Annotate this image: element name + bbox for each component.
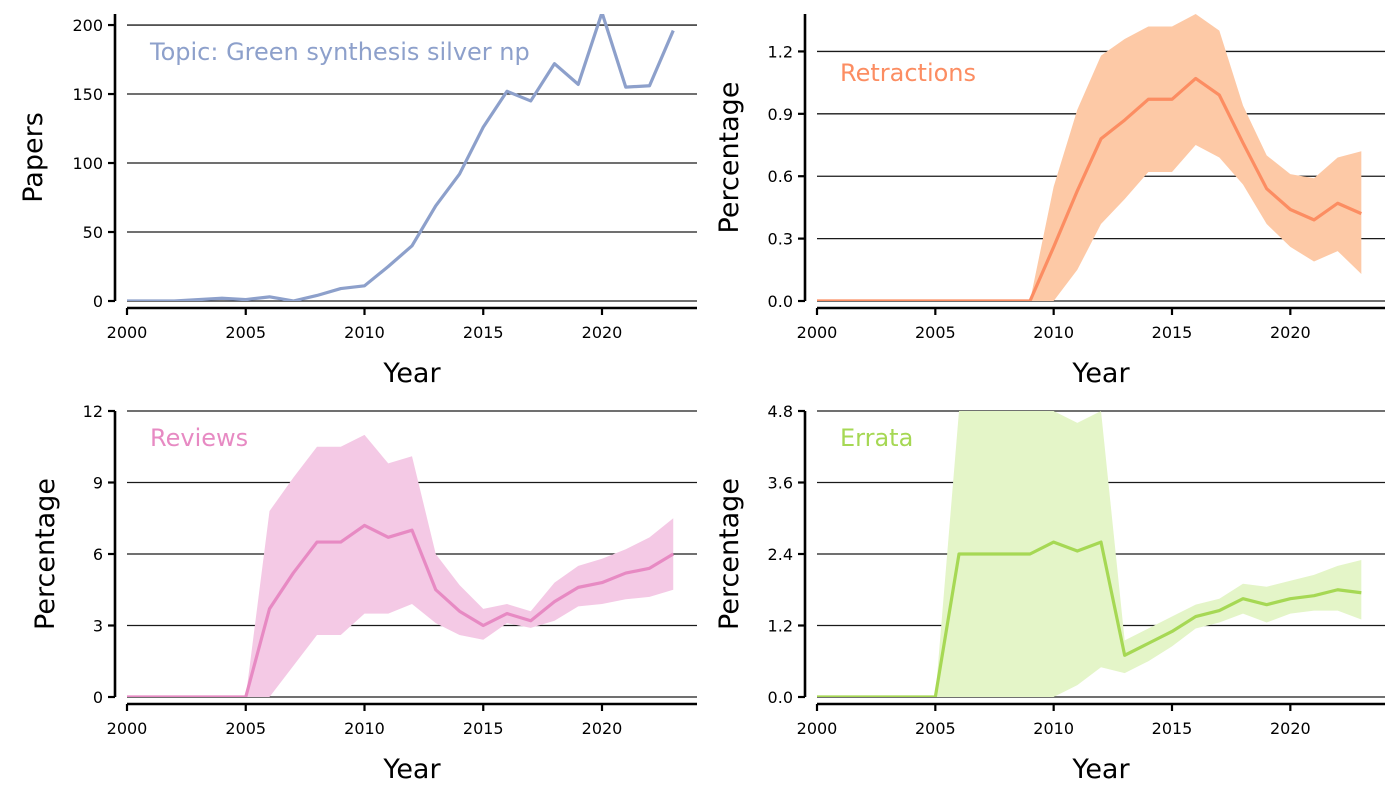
x-tick-label-reviews-1: 2005 xyxy=(225,719,266,738)
x-tick-label-papers-0: 2000 xyxy=(107,323,148,342)
confidence-band-reviews xyxy=(127,434,674,697)
y-tick-label-reviews-3: 9 xyxy=(93,474,103,493)
x-axis-label-errata: Year xyxy=(1071,754,1130,785)
x-tick-label-papers-3: 2015 xyxy=(463,323,504,342)
y-tick-label-errata-0: 0.0 xyxy=(768,688,793,707)
panel-label-reviews: Reviews xyxy=(150,424,248,452)
y-axis-label-reviews: Percentage xyxy=(30,478,61,630)
panel-errata: 0.0 1.2 2.4 3.6 4.8 2000 2005 2010 2015 2020 Year P… xyxy=(714,402,1385,785)
y-tick-label-reviews-1: 3 xyxy=(93,617,103,636)
y-tick-label-reviews-2: 6 xyxy=(93,545,103,564)
y-tick-label-retractions-2: 0.6 xyxy=(768,167,793,186)
x-tick-label-retractions-1: 2005 xyxy=(915,323,956,342)
y-tick-label-errata-1: 1.2 xyxy=(768,617,793,636)
y-tick-label-papers-4: 200 xyxy=(72,16,103,35)
x-tick-label-errata-3: 2015 xyxy=(1152,719,1193,738)
x-tick-label-retractions-2: 2010 xyxy=(1033,323,1074,342)
y-tick-label-retractions-3: 0.9 xyxy=(768,105,793,124)
x-tick-label-reviews-2: 2010 xyxy=(344,719,385,738)
panel-reviews: 0 3 6 9 12 2000 2005 2010 2015 2020 Year Percentage… xyxy=(30,402,697,785)
x-tick-label-retractions-0: 2000 xyxy=(797,323,838,342)
y-tick-label-errata-2: 2.4 xyxy=(768,545,793,564)
y-tick-label-reviews-4: 12 xyxy=(83,402,103,421)
y-tick-label-papers-0: 0 xyxy=(93,292,103,311)
panel-label-retractions: Retractions xyxy=(840,59,976,87)
x-tick-label-reviews-3: 2015 xyxy=(463,719,504,738)
panel-label-papers: Topic: Green synthesis silver np xyxy=(149,38,530,66)
panel-label-errata: Errata xyxy=(840,424,913,452)
y-tick-label-papers-2: 100 xyxy=(72,154,103,173)
y-tick-label-papers-1: 50 xyxy=(83,223,103,242)
x-axis-label-reviews: Year xyxy=(382,754,441,785)
series-line-papers xyxy=(127,14,675,301)
x-tick-label-papers-4: 2020 xyxy=(582,323,623,342)
x-tick-label-reviews-4: 2020 xyxy=(582,719,623,738)
y-tick-label-errata-3: 3.6 xyxy=(768,474,793,493)
series-line-reviews xyxy=(127,523,675,697)
confidence-band-retractions xyxy=(817,14,1362,301)
x-tick-label-papers-1: 2005 xyxy=(225,323,266,342)
x-tick-label-errata-4: 2020 xyxy=(1270,719,1311,738)
y-tick-label-errata-4: 4.8 xyxy=(768,402,793,421)
y-axis-label-errata: Percentage xyxy=(714,478,745,630)
y-tick-label-retractions-4: 1.2 xyxy=(768,42,793,61)
y-tick-label-retractions-0: 0.0 xyxy=(768,292,793,311)
y-tick-label-papers-3: 150 xyxy=(72,85,103,104)
x-axis-label-retractions: Year xyxy=(1071,358,1130,389)
x-tick-label-errata-0: 2000 xyxy=(797,719,838,738)
x-tick-label-papers-2: 2010 xyxy=(344,323,385,342)
x-tick-label-retractions-3: 2015 xyxy=(1152,323,1193,342)
series-line-errata xyxy=(817,540,1362,697)
y-axis-label-papers: Papers xyxy=(18,112,49,203)
x-tick-label-errata-2: 2010 xyxy=(1033,719,1074,738)
x-tick-label-errata-1: 2005 xyxy=(915,719,956,738)
series-line-retractions xyxy=(817,76,1362,301)
x-tick-label-retractions-4: 2020 xyxy=(1270,323,1311,342)
x-tick-label-reviews-0: 2000 xyxy=(107,719,148,738)
panel-retractions: 0.0 0.3 0.6 0.9 1.2 2000 2005 2010 2015 2020 Year P… xyxy=(714,14,1385,389)
y-axis-label-retractions: Percentage xyxy=(714,82,745,234)
confidence-band-errata xyxy=(817,411,1362,697)
x-axis-label-papers: Year xyxy=(382,358,441,389)
y-tick-label-retractions-1: 0.3 xyxy=(768,230,793,249)
panel-papers: 0 50 100 150 200 2000 2005 2010 2015 2020 Year Pape… xyxy=(18,14,697,389)
y-tick-label-reviews-0: 0 xyxy=(93,688,103,707)
